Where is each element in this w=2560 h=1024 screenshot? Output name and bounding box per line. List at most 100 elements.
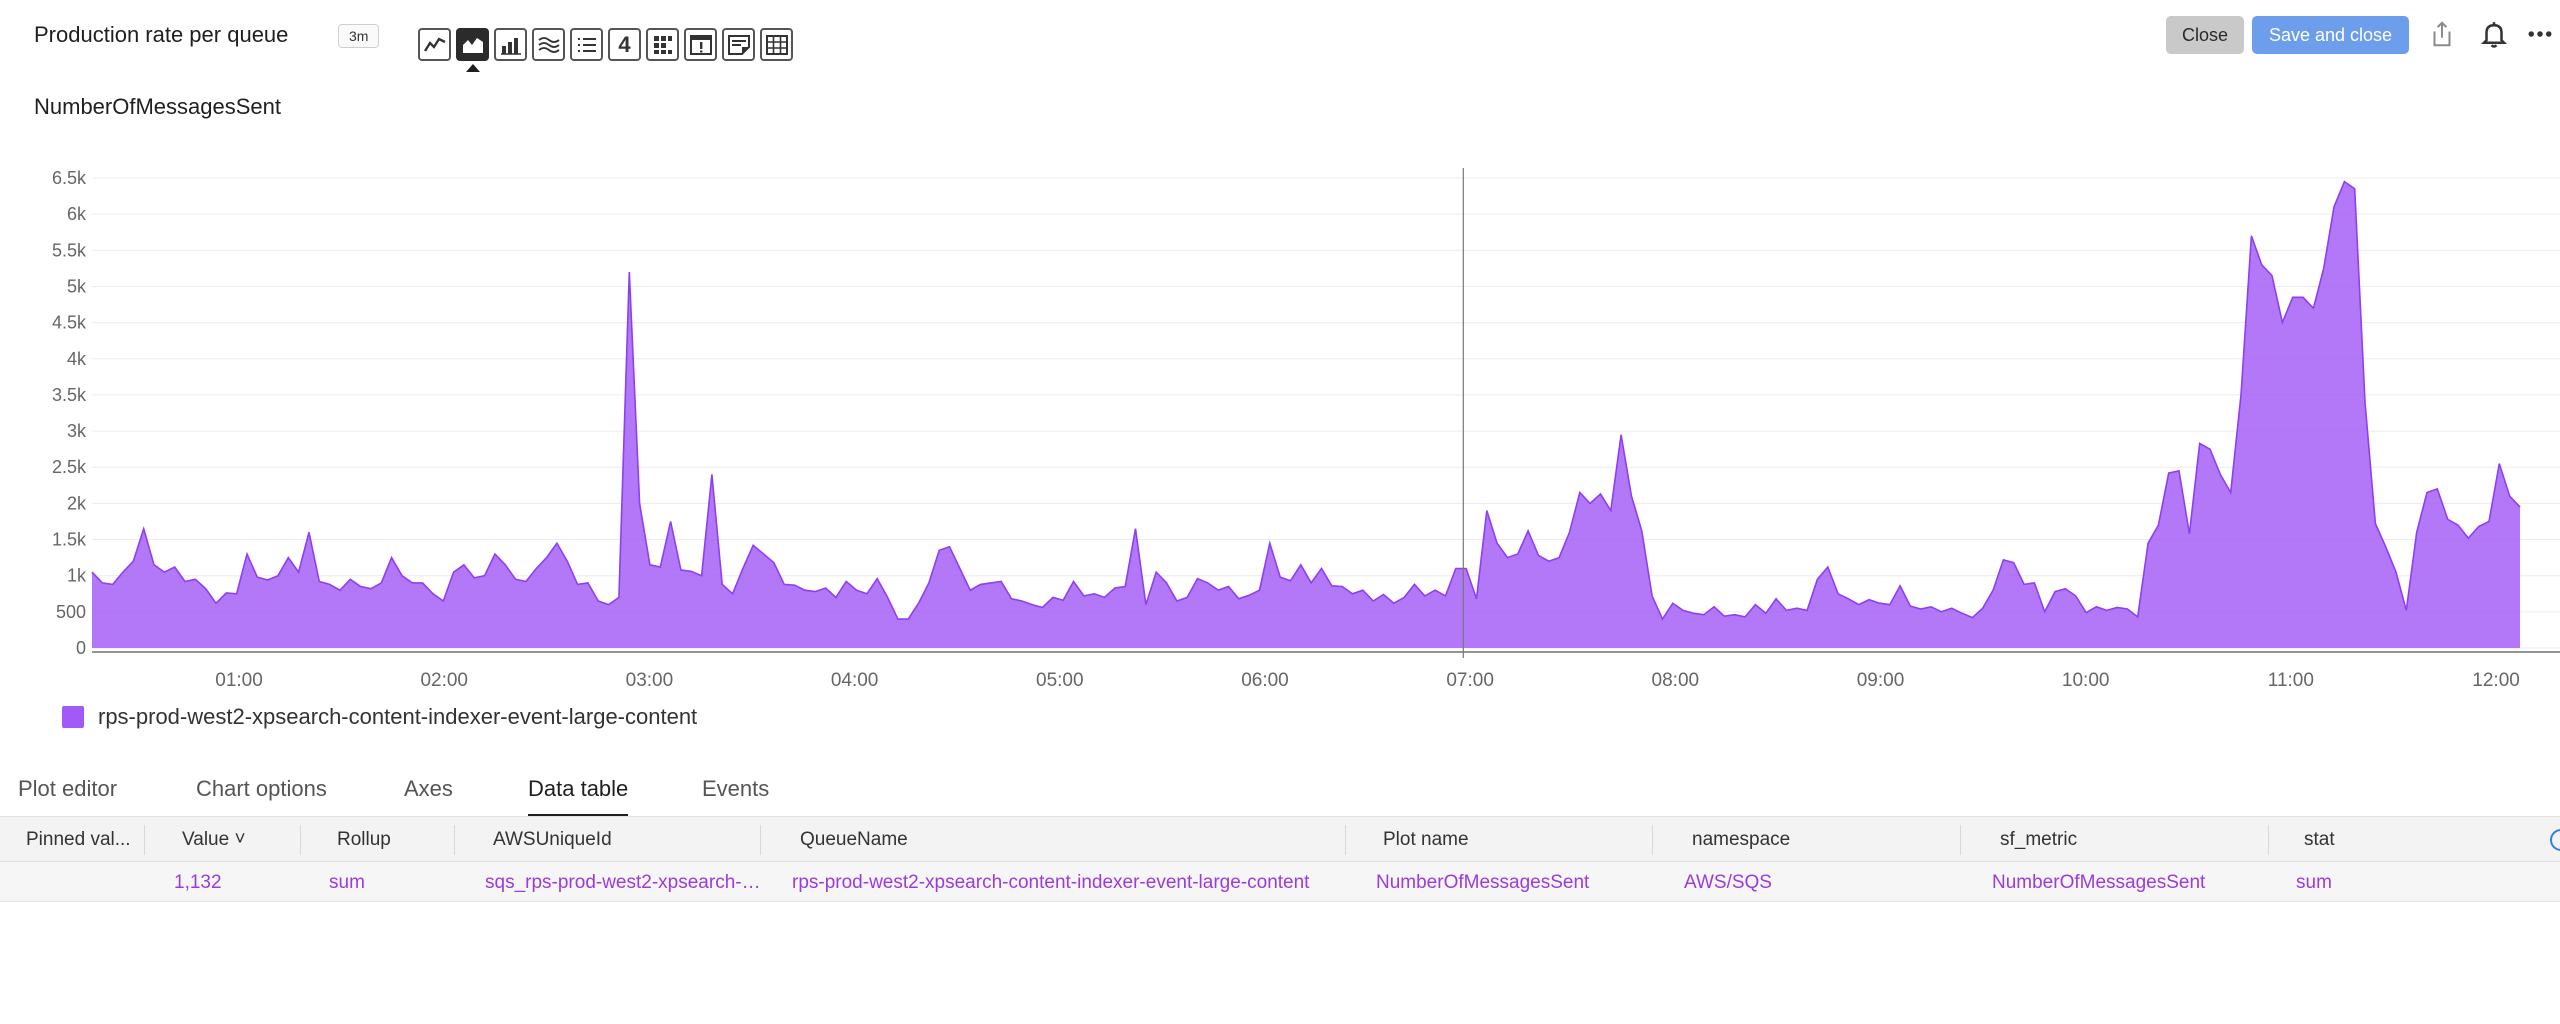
column-divider[interactable] — [1345, 825, 1346, 855]
column-header-plot-name[interactable]: Plot name — [1383, 829, 1469, 850]
column-header-sf-metric[interactable]: sf_metric — [2000, 829, 2078, 850]
list-button[interactable] — [570, 28, 603, 61]
x-tick-label: 12:00 — [2472, 670, 2520, 691]
cell-value: 1,132 — [174, 872, 222, 893]
x-tick-label: 08:00 — [1652, 670, 1700, 691]
heatmap-button[interactable] — [646, 28, 679, 61]
y-tick-label: 6k — [67, 204, 87, 224]
x-tick-label: 10:00 — [2062, 670, 2110, 691]
chart-canvas[interactable]: 0 500 1k 1.5k 2k 2.5k 3k 3.5k 4k 4.5k 5k 5.5k 6k 6.5k… — [0, 150, 2560, 710]
save-and-close-button[interactable]: Save and close — [2252, 16, 2409, 54]
cell-namespace: AWS/SQS — [1684, 872, 1772, 893]
x-tick-label: 02:00 — [420, 670, 468, 691]
legend-swatch — [62, 706, 84, 728]
tab-chart-options[interactable]: Chart options — [196, 776, 327, 801]
cell-queuename: rps-prod-west2-xpsearch-content-indexer-… — [792, 872, 1310, 893]
y-tick-label: 4k — [67, 349, 87, 369]
tab-events[interactable]: Events — [702, 776, 770, 801]
column-header-namespace[interactable]: namespace — [1692, 829, 1791, 850]
cell-sf-metric: NumberOfMessagesSent — [1992, 872, 2206, 893]
line-chart-icon — [423, 36, 446, 52]
info-icon[interactable] — [2550, 829, 2560, 851]
x-tick-label: 07:00 — [1446, 670, 1494, 691]
share-button[interactable] — [2424, 16, 2460, 52]
visualization-type-bar: 4 — [418, 28, 793, 72]
x-tick-label: 06:00 — [1241, 670, 1289, 691]
column-divider[interactable] — [454, 825, 455, 855]
tab-data-table[interactable]: Data table — [528, 776, 629, 817]
column-divider[interactable] — [144, 825, 145, 855]
y-tick-label: 2.5k — [52, 457, 87, 477]
y-tick-label: 3k — [67, 421, 87, 441]
x-tick-label: 01:00 — [215, 670, 263, 691]
heatmap-icon — [653, 35, 672, 54]
chart-editor-header: Production rate per queue 3m 4 — [0, 0, 2560, 80]
column-divider[interactable] — [1960, 825, 1961, 855]
column-divider[interactable] — [760, 825, 761, 855]
table-button[interactable] — [760, 28, 793, 61]
cell-stat: sum — [2296, 872, 2332, 893]
column-header-awsuniqueid[interactable]: AWSUniqueId — [493, 829, 612, 850]
area-chart-icon — [462, 37, 483, 53]
alert-button[interactable] — [2476, 16, 2512, 52]
column-header-queuename[interactable]: QueueName — [800, 829, 908, 850]
data-table: Pinned val... Value ˅ Rollup AWSUniqueId… — [0, 816, 2560, 902]
series-line[interactable] — [91, 180, 2521, 621]
cell-plot-name: NumberOfMessagesSent — [1376, 872, 1590, 893]
close-button[interactable]: Close — [2166, 16, 2244, 54]
y-tick-label: 4.5k — [52, 313, 87, 333]
editor-tabs: Plot editor Chart options Axes Data tabl… — [0, 770, 2560, 817]
list-icon — [577, 37, 596, 52]
x-tick-label: 04:00 — [831, 670, 879, 691]
area-chart[interactable]: 0 500 1k 1.5k 2k 2.5k 3k 3.5k 4k 4.5k 5k 5.5k 6k 6.5k… — [0, 150, 2560, 710]
plot-subtitle: NumberOfMessagesSent — [34, 94, 281, 119]
column-divider[interactable] — [300, 825, 301, 855]
histogram-icon — [537, 36, 560, 53]
single-value-icon: 4 — [618, 31, 631, 57]
y-tick-label: 6.5k — [52, 168, 87, 188]
y-tick-label: 2k — [67, 493, 87, 513]
x-tick-label: 03:00 — [626, 670, 674, 691]
column-divider[interactable] — [1652, 825, 1653, 855]
column-header-pinned-value[interactable]: Pinned val... — [26, 829, 131, 850]
column-chart-icon — [500, 37, 521, 55]
more-options-button[interactable] — [2522, 16, 2558, 52]
share-icon — [2433, 21, 2451, 47]
table-row[interactable]: 1,132 sum sqs_rps-prod-west2-xpsearch-co… — [0, 862, 2560, 902]
tab-axes[interactable]: Axes — [404, 776, 453, 801]
area-chart-button[interactable] — [456, 28, 489, 72]
cell-rollup: sum — [329, 872, 365, 893]
column-header-stat[interactable]: stat — [2304, 829, 2335, 850]
column-chart-button[interactable] — [494, 28, 527, 61]
chart-legend: rps-prod-west2-xpsearch-content-indexer-… — [62, 704, 697, 730]
cell-awsuniqueid: sqs_rps-prod-west2-xpsearch-content-inde… — [485, 872, 761, 893]
sort-descending-icon: ˅ — [234, 829, 246, 850]
line-chart-button[interactable] — [418, 28, 451, 61]
tab-plot-editor[interactable]: Plot editor — [18, 776, 118, 801]
single-value-button[interactable]: 4 — [608, 28, 641, 61]
series-area[interactable] — [92, 181, 2520, 648]
y-tick-label: 5.5k — [52, 240, 87, 260]
column-divider[interactable] — [2268, 825, 2269, 855]
y-tick-label: 0 — [76, 638, 86, 658]
event-feed-icon — [689, 34, 712, 55]
histogram-button[interactable] — [532, 28, 565, 61]
event-feed-button[interactable] — [684, 28, 717, 61]
column-header-value[interactable]: Value ˅ — [182, 829, 246, 850]
resolution-badge: 3m — [338, 24, 380, 48]
y-tick-label: 5k — [67, 276, 87, 296]
active-type-caret — [465, 64, 480, 72]
text-note-button[interactable] — [722, 28, 755, 61]
y-tick-label: 500 — [56, 602, 86, 622]
chart-title[interactable]: Production rate per queue — [34, 22, 289, 47]
legend-label[interactable]: rps-prod-west2-xpsearch-content-indexer-… — [98, 704, 698, 729]
table-icon — [765, 34, 788, 55]
text-note-icon — [727, 34, 750, 55]
y-tick-label: 3.5k — [52, 385, 87, 405]
column-header-rollup[interactable]: Rollup — [337, 829, 391, 850]
x-tick-label: 09:00 — [1857, 670, 1905, 691]
x-tick-label: 05:00 — [1036, 670, 1084, 691]
bell-icon — [2480, 22, 2508, 48]
more-icon — [2528, 31, 2552, 37]
y-tick-label: 1.5k — [52, 530, 87, 550]
